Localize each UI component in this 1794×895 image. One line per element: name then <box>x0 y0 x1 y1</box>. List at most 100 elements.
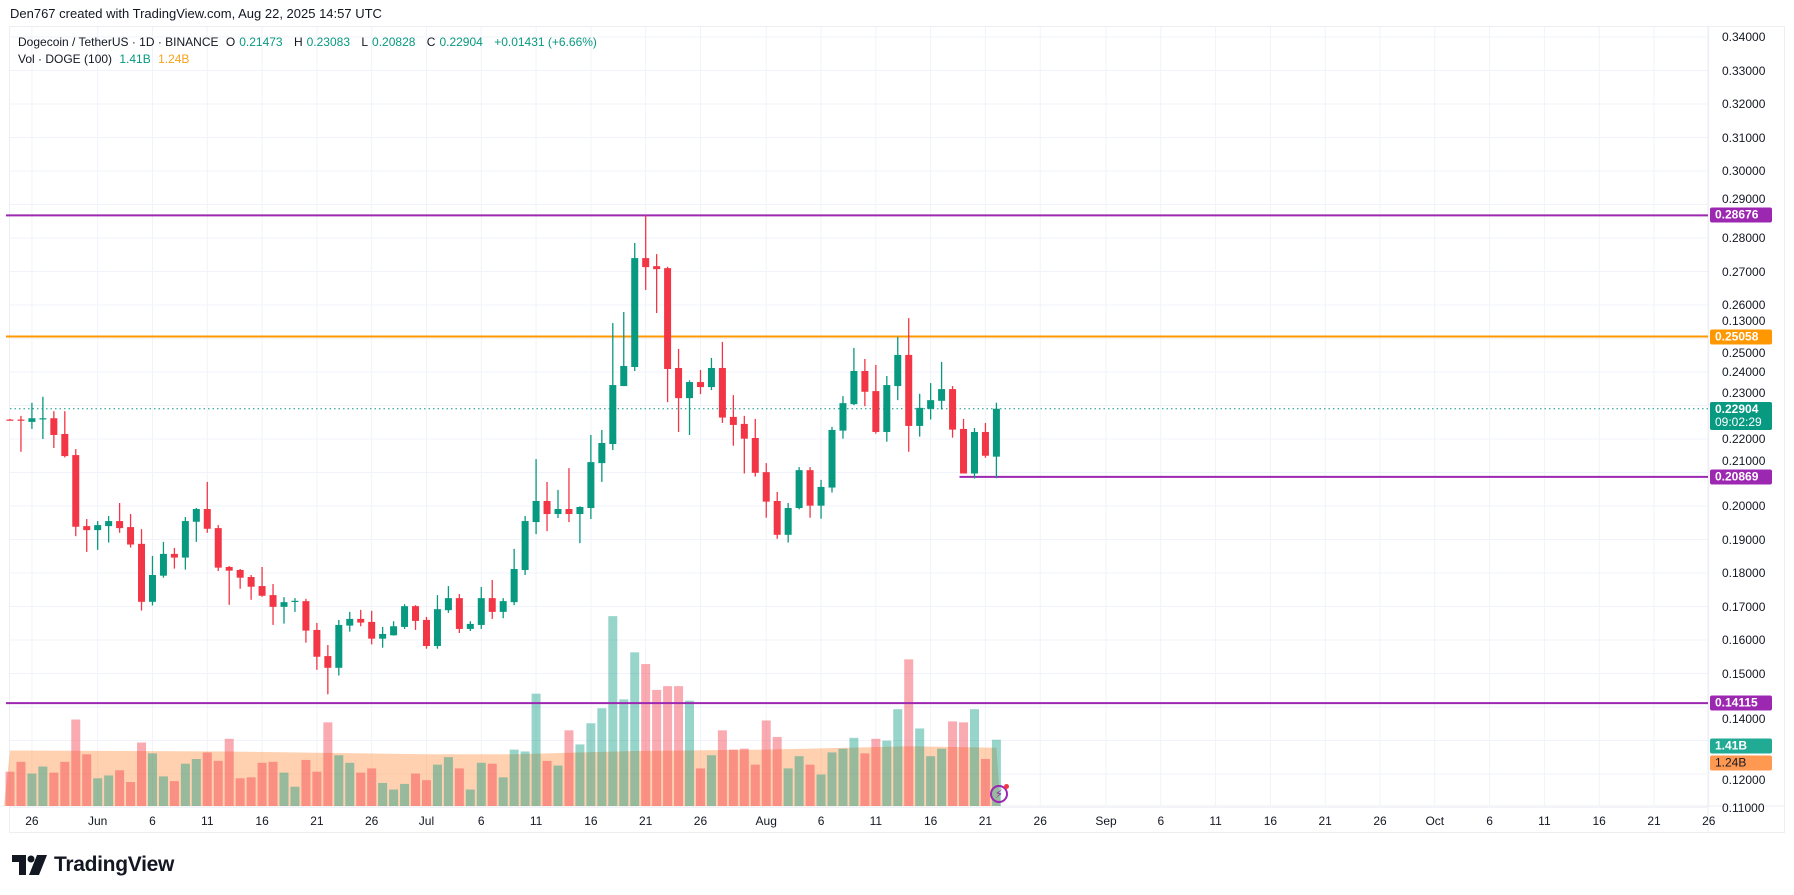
candle-body <box>302 601 310 631</box>
volume-bar <box>27 773 37 806</box>
level-price-tag: 0.14115 <box>1710 695 1772 711</box>
candle-body <box>28 418 36 422</box>
candle-body <box>455 598 463 629</box>
time-tick-label: 11 <box>529 814 543 828</box>
candle-body <box>762 472 770 502</box>
price-tick-label: 0.25000 <box>1722 345 1766 360</box>
volume-bar <box>761 720 771 806</box>
volume-bar <box>542 760 552 806</box>
volume-bar <box>5 771 15 806</box>
candle-body <box>740 423 748 439</box>
candle-body <box>565 509 573 515</box>
symbol-info[interactable]: Dogecoin / TetherUS · 1D · BINANCE <box>18 35 219 49</box>
volume-bar <box>597 708 607 806</box>
candle-body <box>828 429 836 488</box>
volume-bar <box>827 752 837 806</box>
candle-body <box>499 601 507 612</box>
volume-bar <box>663 686 673 806</box>
last-price-text: 0.22904 <box>1715 401 1759 416</box>
volume-row: Vol · DOGE (100) 1.41B 1.24B <box>18 51 601 68</box>
volume-bar <box>268 761 278 806</box>
volume-bar <box>378 782 388 806</box>
time-tick-label: 26 <box>1702 814 1716 828</box>
candle-body <box>50 418 58 435</box>
candle-body <box>510 568 518 603</box>
candle-body <box>466 623 474 629</box>
volume-bar <box>619 699 629 806</box>
volume-bar <box>301 759 311 806</box>
time-tick-label: 11 <box>201 814 214 828</box>
candle-body <box>433 609 441 647</box>
candle-body <box>368 621 376 639</box>
volume-bar <box>937 748 947 806</box>
open-label: O <box>225 35 236 49</box>
price-tick-label: 0.22000 <box>1722 432 1766 446</box>
candle-body <box>642 258 650 268</box>
time-tick-label: Aug <box>755 814 777 828</box>
candle-body <box>696 382 704 388</box>
price-tick-label: 0.11000 <box>1722 800 1765 815</box>
volume-label[interactable]: Vol · DOGE (100) <box>18 52 113 66</box>
candle-body <box>17 419 25 421</box>
volume-bar <box>630 652 640 806</box>
candle-body <box>39 418 47 420</box>
candle-body <box>192 509 200 522</box>
bar-countdown: 09:02:29 <box>1715 414 1762 429</box>
time-tick-label: 6 <box>817 814 825 828</box>
price-tick-label: 0.18000 <box>1722 566 1766 580</box>
candle-body <box>412 606 420 621</box>
price-tick-label: 0.21000 <box>1722 453 1766 468</box>
tradingview-logo[interactable]: TradingView <box>12 853 174 877</box>
candle-body <box>6 419 14 421</box>
time-tick-label: Jun <box>87 814 108 828</box>
volume-bar <box>60 761 70 806</box>
time-tick-label: 21 <box>310 814 324 828</box>
volume-bar <box>411 773 421 806</box>
volume-bar <box>191 759 201 806</box>
volume-bar <box>904 659 914 806</box>
time-tick-label: 16 <box>1592 814 1606 828</box>
candle-body <box>784 508 792 535</box>
volume-bar <box>126 782 136 806</box>
time-tick-label: 11 <box>1538 814 1551 828</box>
volume-bar <box>224 738 234 806</box>
price-tick-label: 0.14000 <box>1722 712 1766 727</box>
volume-bar <box>454 768 464 806</box>
chart-frame <box>9 26 1785 833</box>
time-tick-label: 21 <box>1647 814 1661 828</box>
volume-bar <box>158 776 168 806</box>
time-tick-label: 16 <box>584 814 598 828</box>
volume-bar <box>279 772 289 806</box>
volume-bar <box>509 749 519 806</box>
volume-bar <box>498 777 508 806</box>
volume-bar <box>695 768 705 806</box>
volume-bar <box>49 772 59 806</box>
time-tick-label: 26 <box>364 814 379 828</box>
volume-bar <box>980 759 990 806</box>
time-tick-label: Jul <box>418 814 435 828</box>
volume-bar <box>432 764 442 806</box>
candle-body <box>883 385 891 432</box>
volume-bar <box>739 748 749 806</box>
volume-ma-value: 1.24B <box>158 52 190 66</box>
volume-bar <box>93 778 103 806</box>
volume-bar <box>531 693 541 806</box>
candle-body <box>247 577 255 587</box>
level-price-tag: 0.25058 <box>1710 329 1772 345</box>
time-tick-label: 26 <box>1373 814 1387 828</box>
volume-bar <box>948 721 958 806</box>
change-value: +0.01431 (+6.66%) <box>494 35 597 49</box>
candle-body <box>806 470 814 506</box>
candle-body <box>850 370 858 405</box>
candle-body <box>576 507 584 515</box>
lightning-icon[interactable]: ⚡ <box>990 784 1009 803</box>
volume-bar <box>674 686 684 806</box>
price-tick-label: 0.32000 <box>1722 97 1766 111</box>
volume-bar <box>991 739 1001 806</box>
volume-tag-text: 1.41B <box>1715 738 1748 753</box>
time-tick-label: 21 <box>1318 814 1332 828</box>
candle-body <box>357 618 365 623</box>
volume-bar <box>202 752 212 806</box>
candle-body <box>127 527 135 545</box>
